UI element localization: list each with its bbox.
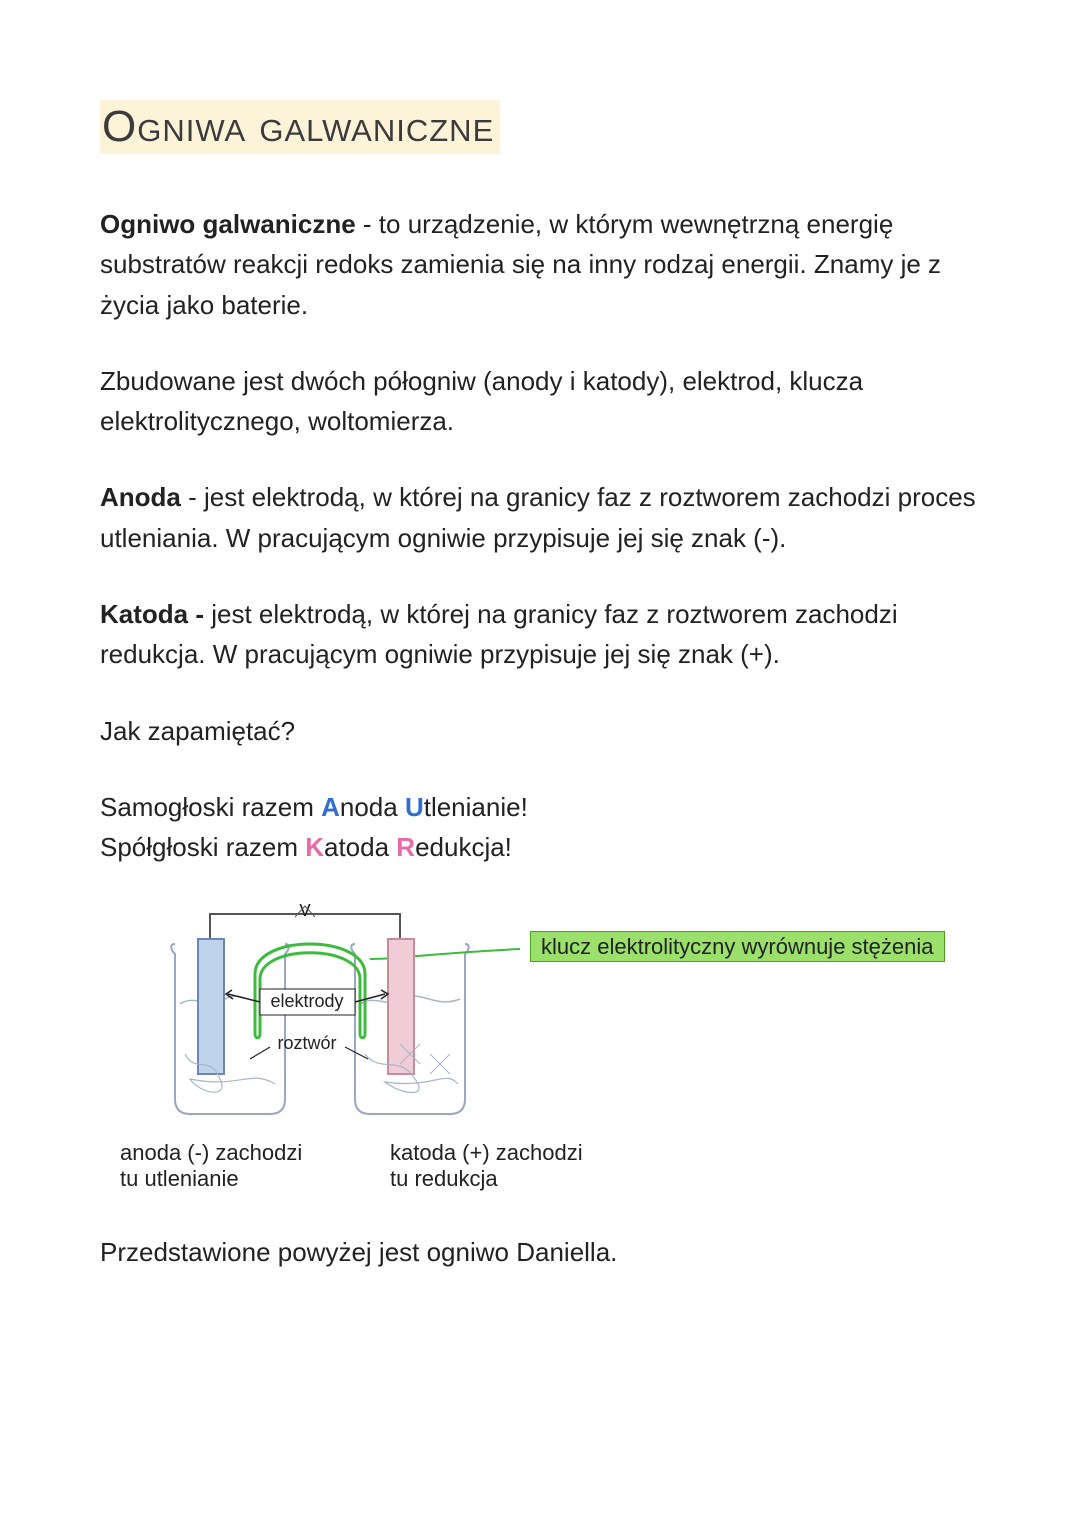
term-anoda: Anoda bbox=[100, 482, 181, 512]
cell-diagram: Velektrodyroztwór klucz elektrolityczny … bbox=[100, 904, 980, 1192]
paragraph-katoda: Katoda - jest elektrodą, w której na gra… bbox=[100, 594, 980, 675]
caption-anode-l1: anoda (-) zachodzi bbox=[120, 1140, 330, 1166]
callout-salt-bridge: klucz elektrolityczny wyrównuje stężenia bbox=[530, 931, 945, 962]
mnemonic-block: Samogłoski razem Anoda Utlenianie! Spółg… bbox=[100, 787, 980, 868]
paragraph-daniell: Przedstawione powyżej jest ogniwo Daniel… bbox=[100, 1232, 980, 1272]
mnem1-U: U bbox=[405, 792, 424, 822]
mnem2-pre: Spółgłoski razem bbox=[100, 832, 305, 862]
mnemonic-line-1: Samogłoski razem Anoda Utlenianie! bbox=[100, 787, 980, 827]
svg-text:roztwór: roztwór bbox=[277, 1033, 336, 1053]
paragraph-anoda: Anoda - jest elektrodą, w której na gran… bbox=[100, 477, 980, 558]
term-katoda-rest: jest elektrodą, w której na granicy faz … bbox=[100, 599, 898, 669]
mnemonic-line-2: Spółgłoski razem Katoda Redukcja! bbox=[100, 827, 980, 867]
paragraph-definition: Ogniwo galwaniczne - to urządzenie, w kt… bbox=[100, 204, 980, 325]
svg-text:elektrody: elektrody bbox=[270, 991, 343, 1011]
caption-cathode: katoda (+) zachodzi tu redukcja bbox=[390, 1140, 620, 1192]
mnem2-atoda: atoda bbox=[324, 832, 396, 862]
caption-cathode-l1: katoda (+) zachodzi bbox=[390, 1140, 620, 1166]
page-title: Ogniwa galwaniczne bbox=[100, 100, 500, 154]
mnem1-rest: tlenianie! bbox=[424, 792, 528, 822]
mnem1-A: A bbox=[321, 792, 340, 822]
paragraph-build: Zbudowane jest dwóch półogniw (anody i k… bbox=[100, 361, 980, 442]
mnem1-noda: noda bbox=[340, 792, 405, 822]
caption-anode: anoda (-) zachodzi tu utlenianie bbox=[120, 1140, 330, 1192]
caption-cathode-l2: tu redukcja bbox=[390, 1166, 620, 1192]
mnem1-pre: Samogłoski razem bbox=[100, 792, 321, 822]
mnem2-K: K bbox=[305, 832, 324, 862]
caption-anode-l2: tu utlenianie bbox=[120, 1166, 330, 1192]
cell-svg: Velektrodyroztwór bbox=[100, 904, 530, 1134]
mnem2-rest: edukcja! bbox=[415, 832, 512, 862]
term-ogniwo: Ogniwo galwaniczne bbox=[100, 209, 356, 239]
paragraph-jak: Jak zapamiętać? bbox=[100, 711, 980, 751]
diagram-captions: anoda (-) zachodzi tu utlenianie katoda … bbox=[100, 1140, 980, 1192]
mnem2-R: R bbox=[396, 832, 415, 862]
term-anoda-rest: - jest elektrodą, w której na granicy fa… bbox=[100, 482, 976, 552]
term-katoda: Katoda - bbox=[100, 599, 204, 629]
